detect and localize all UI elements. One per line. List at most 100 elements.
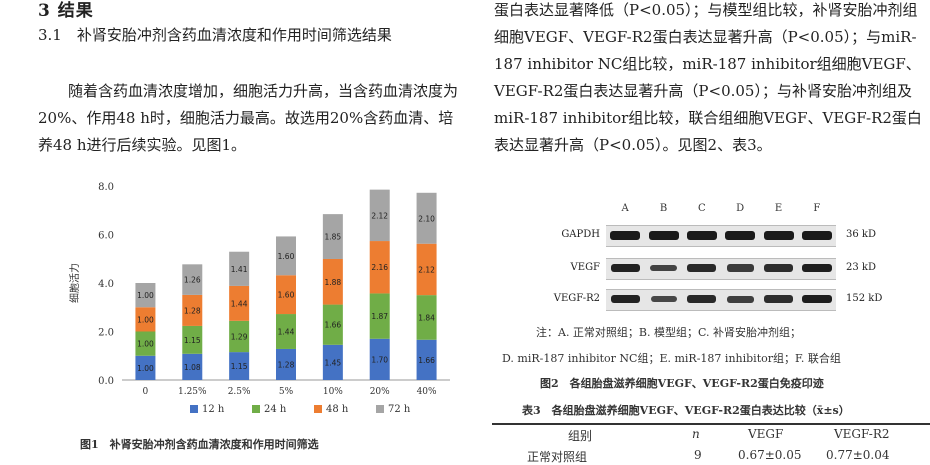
y-tick-label: 0.0 <box>98 376 114 387</box>
blot-strip <box>606 258 836 280</box>
bar-data-label: 1.88 <box>325 278 342 287</box>
lane-label: D <box>736 203 745 214</box>
bar-data-label: 1.66 <box>325 321 342 330</box>
legend-swatch <box>376 405 384 413</box>
bar-segment-24h-5 <box>369 293 390 339</box>
bar-data-label: 1.85 <box>325 233 342 242</box>
right-paragraph: 蛋白表达显著降低（P<0.05）；与模型组比较，补肾安胎冲剂组细胞VEGF、VE… <box>494 1 922 154</box>
bar-segment-12h-1 <box>182 353 203 380</box>
bar-segment-48h-2 <box>229 285 250 321</box>
left-paragraph: 随着含药血清浓度增加，细胞活力升高，当含药血清浓度为20%、作用48 h时，细胞… <box>38 82 459 154</box>
blot-band <box>610 230 641 240</box>
table-cell-group: 正常对照组 <box>527 450 588 464</box>
legend-swatch <box>314 405 322 413</box>
bar-segment-24h-0 <box>135 331 156 356</box>
subsection-title: 3.1 补肾安胎冲剂含药血清浓度和作用时间筛选结果 <box>38 26 392 44</box>
blot-band <box>764 295 793 303</box>
blot-band <box>763 230 794 240</box>
bar-data-label: 1.00 <box>137 364 154 373</box>
figure-1-chart: 0.0 2.0 4.0 6.0 8.0 细胞活力 1.00 1.00 1.00 1.00 0 1.08… <box>60 172 460 420</box>
bar-segment-24h-6 <box>416 295 437 340</box>
legend-label: 48 h <box>326 404 349 415</box>
blot-band <box>610 294 640 304</box>
blot-band <box>686 230 717 240</box>
lane-label: B <box>659 203 668 214</box>
bar-data-label: 2.10 <box>418 214 435 223</box>
blot-band <box>650 264 677 272</box>
bar-segment-12h-5 <box>369 338 390 380</box>
table-header-vegf-r2: VEGF-R2 <box>834 427 890 441</box>
lane-label: E <box>774 203 783 214</box>
blot-band <box>687 294 717 304</box>
blot-row-kd: 23 kD <box>846 262 876 273</box>
blot-row-label: VEGF-R2 <box>553 293 600 304</box>
table-cell-n: 9 <box>694 448 702 462</box>
bar-data-label: 1.60 <box>278 291 295 300</box>
bar-data-label: 1.66 <box>418 356 435 365</box>
table-header-group: 组别 <box>568 429 593 443</box>
blot-row-label: GAPDH <box>561 229 600 240</box>
bar-segment-72h-6 <box>416 192 437 244</box>
table-header-vegf: VEGF <box>748 427 784 441</box>
bar-data-label: 1.87 <box>371 312 388 321</box>
figure-2-note-line-2: D. miR-187 inhibitor NC组；E. miR-187 inhi… <box>502 352 841 365</box>
bar-segment-48h-5 <box>369 241 390 294</box>
lane-label: F <box>813 203 821 214</box>
blot-band <box>764 264 793 272</box>
bar-segment-24h-2 <box>229 320 250 353</box>
bar-data-label: 1.41 <box>231 265 248 274</box>
table-cell-vegf: 0.67±0.05 <box>738 448 802 462</box>
blot-band <box>725 230 756 240</box>
bar-data-label: 1.00 <box>137 340 154 349</box>
bar-data-label: 1.70 <box>371 355 388 364</box>
bar-segment-12h-3 <box>276 348 296 380</box>
bar-segment-72h-2 <box>229 251 250 286</box>
bar-segment-12h-0 <box>135 355 156 380</box>
lane-label: A <box>621 203 629 214</box>
bar-data-label: 1.28 <box>278 360 295 369</box>
x-tick-label: 40% <box>417 387 437 397</box>
x-tick-label: 5% <box>279 387 294 397</box>
y-tick-label: 8.0 <box>98 182 114 193</box>
x-tick-label: 1.25% <box>178 387 207 397</box>
blot-band <box>610 263 640 273</box>
bar-data-label: 1.45 <box>325 358 342 367</box>
bar-segment-72h-0 <box>135 283 156 308</box>
x-tick-label: 10% <box>323 387 343 397</box>
blot-row-label: VEGF <box>570 262 600 273</box>
bar-segment-24h-4 <box>322 304 343 345</box>
bar-data-label: 1.29 <box>231 332 248 341</box>
bar-data-label: 2.16 <box>371 263 388 272</box>
bar-segment-72h-3 <box>276 236 296 276</box>
blot-row-kd: 152 kD <box>846 293 883 304</box>
bar-segment-12h-4 <box>322 344 343 380</box>
bar-data-label: 2.12 <box>371 211 388 220</box>
x-tick-label: 20% <box>370 387 390 397</box>
blot-band <box>726 295 754 303</box>
bar-segment-12h-6 <box>416 339 437 380</box>
x-tick-label: 2.5% <box>228 387 251 397</box>
blot-band <box>726 264 754 272</box>
bar-segment-48h-4 <box>322 258 343 305</box>
bar-data-label: 2.12 <box>418 265 435 274</box>
blot-band <box>802 294 832 304</box>
table-cell-vegf-r2: 0.77±0.04 <box>826 448 890 462</box>
y-tick-label: 6.0 <box>98 231 114 242</box>
legend-label: 24 h <box>264 404 287 415</box>
figure-2-caption: 图2 各组胎盘滋养细胞VEGF、VEGF-R2蛋白免疫印迹 <box>540 377 824 390</box>
blot-band <box>648 230 679 240</box>
blot-band <box>802 263 832 273</box>
blot-band <box>687 263 717 273</box>
section-title: 3 结果 <box>38 1 94 21</box>
bar-segment-72h-4 <box>322 214 343 259</box>
figure-1-caption: 图1 补肾安胎冲剂含药血清浓度和作用时间筛选 <box>80 438 319 451</box>
table-header-n: n <box>692 427 700 441</box>
y-tick-label: 4.0 <box>98 279 114 290</box>
blot-band <box>801 230 832 240</box>
stacked-bar-chart: 0.0 2.0 4.0 6.0 8.0 细胞活力 1.00 1.00 1.00 1.00 0 1.08… <box>68 182 450 415</box>
bar-segment-24h-3 <box>276 314 296 349</box>
western-blot-figure: A B C D E F GAPDH 36 kD VEGF 23 kD VEGF-R2 152 kD <box>554 203 886 321</box>
bar-segment-24h-1 <box>182 325 203 354</box>
table-top-rule <box>492 423 930 425</box>
bar-segment-12h-2 <box>229 352 250 380</box>
